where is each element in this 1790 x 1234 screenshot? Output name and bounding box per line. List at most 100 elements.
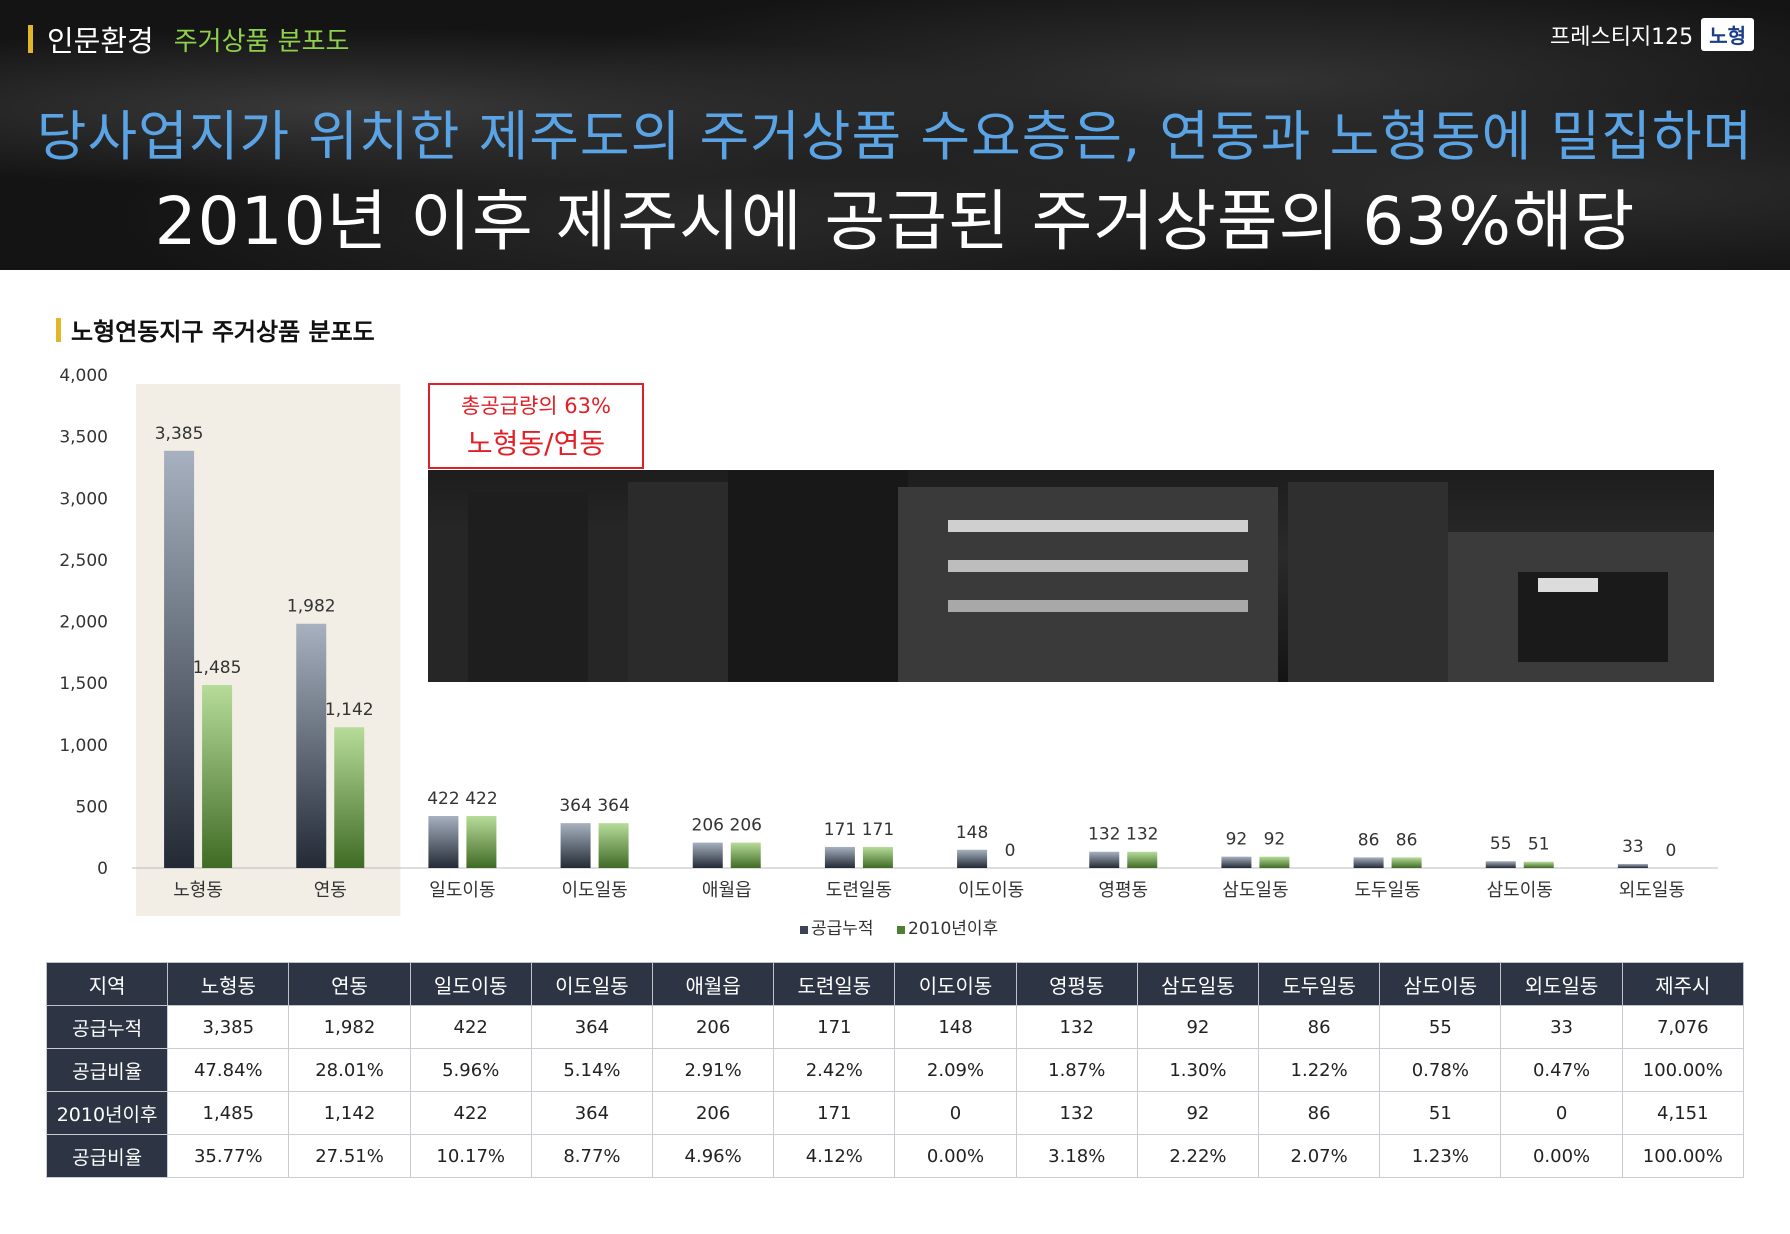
table-cell: 364 [530,1005,654,1049]
data-label: 364 [597,796,629,816]
table-cell: 35.77% [167,1134,290,1178]
data-label: 364 [559,796,591,816]
city-night-photo [428,470,1714,682]
bar-supply-total [428,815,459,868]
row-header-cell: 공급비율 [45,1134,169,1178]
brand-name: 프레스티지125 [1549,24,1694,50]
table-cell: 0.00% [894,1134,1017,1178]
bar-since-2010 [466,815,497,868]
table-cell: 86 [1258,1005,1381,1049]
x-tick-label: 도련일동 [826,880,892,901]
table-cell: 1.23% [1379,1134,1502,1178]
table-cell: 27.51% [288,1134,411,1178]
data-label: 422 [465,789,497,809]
table-header-cell: 이도일동 [530,962,654,1006]
bar-supply-total [1617,863,1648,868]
table-cell: 33 [1500,1005,1623,1049]
bar-supply-total [824,846,855,868]
table-cell: 51 [1379,1091,1502,1135]
table-cell: 364 [530,1091,654,1135]
section-name: 인문환경 [47,24,154,58]
table-header-cell: 외도일동 [1500,962,1623,1006]
table-cell: 8.77% [530,1134,654,1178]
table-header-cell: 일도이동 [409,962,532,1006]
x-tick-label: 노형동 [173,880,223,901]
bar-since-2010 [202,684,233,868]
table-header-cell: 연동 [288,962,411,1006]
bar-since-2010 [862,846,893,868]
legend-swatch-since-2010 [897,926,905,934]
table-header-cell: 노형동 [167,962,290,1006]
table-cell: 1,982 [288,1005,411,1049]
x-tick-label: 이도이동 [958,880,1024,901]
data-table: 지역 노형동 연동 일도이동 이도일동 애월읍 도련일동 이도이동 영평동 삼도일동 도두일동 삼도이… [45,962,1745,1178]
y-tick-label: 3,000 [59,489,108,509]
y-tick-label: 2,500 [59,551,108,571]
row-header-cell: 공급비율 [45,1048,169,1092]
data-label: 0 [1666,841,1677,861]
table-cell: 92 [1136,1005,1260,1049]
table-header-row: 지역 노형동 연동 일도이동 이도일동 애월읍 도련일동 이도이동 영평동 삼도일동 도두일동 삼도이… [45,962,1745,1006]
data-label: 171 [824,820,856,840]
table-cell: 3.18% [1015,1134,1138,1178]
data-label: 3,385 [155,424,204,444]
y-tick-label: 1,000 [59,736,108,756]
bar-supply-total [296,623,327,868]
table-cell: 1.87% [1015,1048,1138,1092]
table-cell: 4.12% [773,1134,896,1178]
callout-line-2: 노형동/연동 [466,427,606,460]
subsection-name: 주거상품 분포도 [173,26,350,57]
table-cell: 28.01% [288,1048,411,1092]
data-label: 171 [862,820,894,840]
x-tick-label: 외도일동 [1619,880,1685,901]
y-tick-label: 4,000 [59,366,108,386]
data-label: 0 [1005,841,1016,861]
table-cell: 206 [652,1005,775,1049]
table-cell: 422 [409,1005,532,1049]
data-label: 422 [427,789,459,809]
table-cell: 171 [773,1091,896,1135]
table-cell: 100.00% [1621,1048,1745,1092]
x-tick-label: 애월읍 [702,880,752,901]
callout-box: 총공급량의 63% 노형동/연동 [428,383,644,469]
y-tick-label: 2,000 [59,613,108,633]
data-label: 86 [1358,830,1380,850]
table-row: 공급비율 35.77% 27.51% 10.17% 8.77% 4.96% 4.12% 0.0… [45,1134,1745,1178]
data-label: 51 [1528,835,1550,855]
table-cell: 47.84% [167,1048,290,1092]
bar-since-2010 [1523,861,1554,868]
data-label: 206 [692,816,724,836]
table-cell: 7,076 [1621,1005,1745,1049]
bar-supply-total [560,823,591,868]
table-header-cell: 도두일동 [1258,962,1381,1006]
bar-supply-total [1089,851,1120,868]
table-header-cell: 지역 [45,962,169,1006]
data-label: 86 [1396,830,1418,850]
data-label: 92 [1226,830,1248,850]
table-cell: 0 [894,1091,1017,1135]
x-tick-label: 이도일동 [561,880,627,901]
data-label: 92 [1264,830,1286,850]
table-header-cell: 삼도이동 [1379,962,1502,1006]
legend-swatch-supply-total [800,926,808,934]
table-header-cell: 도련일동 [773,962,896,1006]
bar-since-2010 [1127,851,1158,868]
table-cell: 2.91% [652,1048,775,1092]
table-row: 공급누적 3,385 1,982 422 364 206 171 148 132 92 86 55 33… [45,1005,1745,1049]
location-badge: 노형 [1701,18,1754,51]
row-header-cell: 공급누적 [45,1005,169,1049]
y-tick-label: 500 [76,797,108,817]
table-header-cell: 영평동 [1015,962,1138,1006]
data-label: 206 [730,816,762,836]
y-tick-label: 0 [97,859,108,879]
x-tick-label: 일도이동 [429,880,495,901]
table-cell: 171 [773,1005,896,1049]
table-cell: 5.96% [409,1048,532,1092]
data-label: 33 [1622,837,1644,857]
bar-since-2010 [1391,857,1422,868]
accent-bar [56,317,61,342]
header-banner: 인문환경 주거상품 분포도 프레스티지125 노형 당사업지가 위치한 제주도의… [0,0,1790,270]
table-cell: 0.00% [1500,1134,1623,1178]
accent-bar [28,25,33,53]
legend-label: 2010년이후 [908,919,998,939]
